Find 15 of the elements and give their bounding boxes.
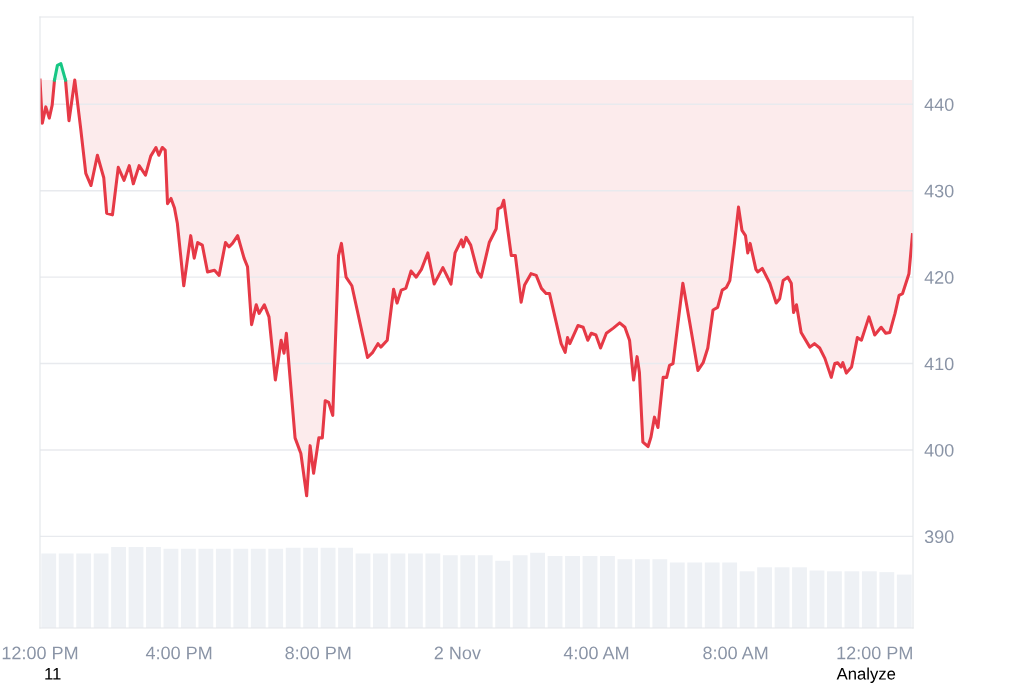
x-tick-label: 12:00 PM bbox=[2, 646, 78, 660]
x-tick-label: 2 Nov bbox=[434, 646, 481, 660]
x-tick-label: 8:00 PM bbox=[285, 646, 351, 660]
y-tick-label: 390 bbox=[924, 530, 954, 544]
y-tick-label: 440 bbox=[924, 98, 954, 112]
x-tick-label: 4:00 PM bbox=[145, 646, 212, 660]
y-tick-label: 400 bbox=[924, 443, 954, 457]
text: 11 bbox=[45, 668, 61, 680]
text: Analyze bbox=[836, 667, 896, 683]
x-tick-label: 4:00 AM bbox=[563, 646, 629, 660]
y-tick-label: 420 bbox=[924, 271, 954, 284]
x-tick-label: 8:00 AM bbox=[703, 646, 768, 660]
y-tick-label: 410 bbox=[924, 357, 954, 371]
x-tick-label: 12:00 PM bbox=[837, 646, 912, 660]
y-tick-label: 430 bbox=[924, 184, 954, 198]
